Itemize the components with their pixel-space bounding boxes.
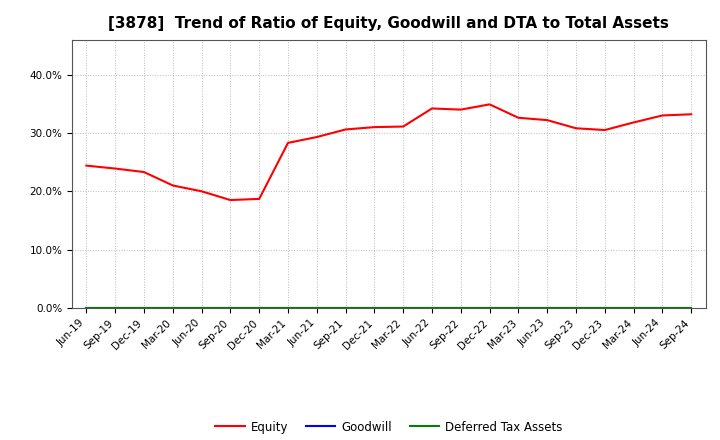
Equity [284,140,292,146]
Deferred Tax Assets [111,305,120,311]
Equity [226,198,235,203]
Goodwill [197,305,206,311]
Deferred Tax Assets [514,305,523,311]
Goodwill [226,305,235,311]
Deferred Tax Assets [341,305,350,311]
Deferred Tax Assets [629,305,638,311]
Goodwill [572,305,580,311]
Line: Equity: Equity [86,104,691,200]
Legend: Equity, Goodwill, Deferred Tax Assets: Equity, Goodwill, Deferred Tax Assets [210,416,567,438]
Equity [370,125,379,130]
Goodwill [629,305,638,311]
Goodwill [399,305,408,311]
Equity [514,115,523,121]
Deferred Tax Assets [226,305,235,311]
Equity [687,112,696,117]
Title: [3878]  Trend of Ratio of Equity, Goodwill and DTA to Total Assets: [3878] Trend of Ratio of Equity, Goodwil… [109,16,669,32]
Deferred Tax Assets [370,305,379,311]
Equity [428,106,436,111]
Goodwill [658,305,667,311]
Deferred Tax Assets [255,305,264,311]
Goodwill [485,305,494,311]
Equity [572,126,580,131]
Equity [341,127,350,132]
Deferred Tax Assets [485,305,494,311]
Goodwill [543,305,552,311]
Goodwill [687,305,696,311]
Deferred Tax Assets [456,305,465,311]
Deferred Tax Assets [658,305,667,311]
Goodwill [168,305,177,311]
Deferred Tax Assets [140,305,148,311]
Equity [111,166,120,171]
Deferred Tax Assets [82,305,91,311]
Equity [82,163,91,168]
Goodwill [255,305,264,311]
Goodwill [514,305,523,311]
Equity [600,128,609,133]
Goodwill [341,305,350,311]
Equity [197,189,206,194]
Deferred Tax Assets [399,305,408,311]
Goodwill [428,305,436,311]
Goodwill [312,305,321,311]
Equity [140,169,148,175]
Equity [255,196,264,202]
Goodwill [82,305,91,311]
Equity [485,102,494,107]
Deferred Tax Assets [572,305,580,311]
Goodwill [600,305,609,311]
Deferred Tax Assets [543,305,552,311]
Deferred Tax Assets [312,305,321,311]
Equity [399,124,408,129]
Equity [312,134,321,139]
Deferred Tax Assets [428,305,436,311]
Deferred Tax Assets [600,305,609,311]
Deferred Tax Assets [284,305,292,311]
Deferred Tax Assets [197,305,206,311]
Deferred Tax Assets [687,305,696,311]
Equity [658,113,667,118]
Equity [629,120,638,125]
Deferred Tax Assets [168,305,177,311]
Goodwill [140,305,148,311]
Goodwill [456,305,465,311]
Goodwill [370,305,379,311]
Equity [543,117,552,123]
Goodwill [284,305,292,311]
Goodwill [111,305,120,311]
Equity [456,107,465,112]
Equity [168,183,177,188]
